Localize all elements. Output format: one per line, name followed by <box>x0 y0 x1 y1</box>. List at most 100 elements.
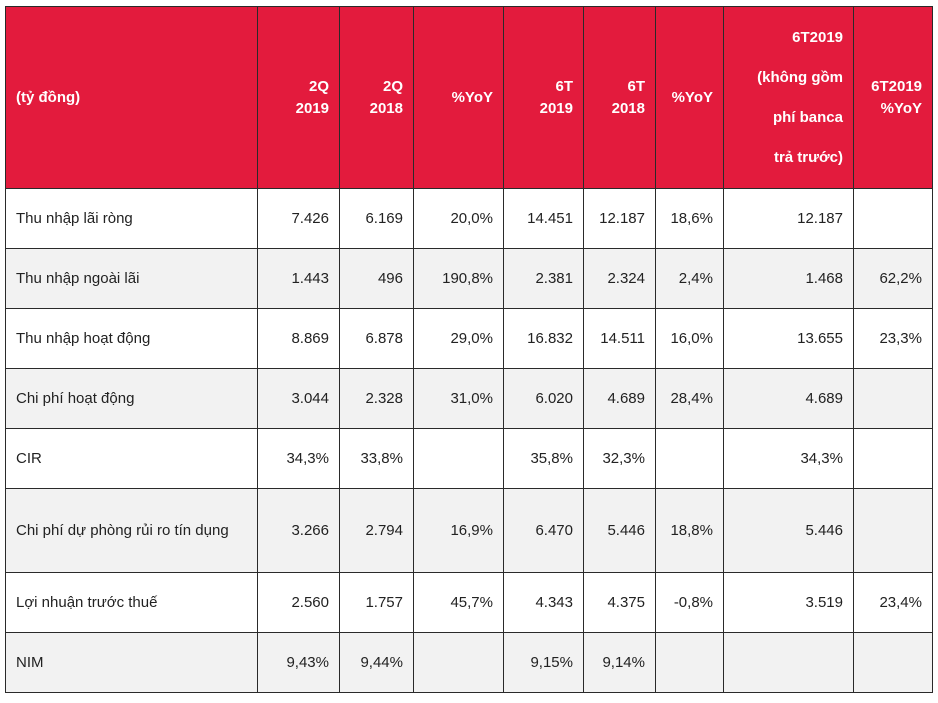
cell-yoy-quarter <box>413 428 504 489</box>
cell-2q2018: 6.878 <box>339 308 414 369</box>
cell-6t2019-yoy: 62,2% <box>853 248 933 309</box>
table-row: Thu nhập hoạt động 8.869 6.878 29,0% 16.832 1… <box>5 308 933 369</box>
cell-6t2019: 6.020 <box>503 368 584 429</box>
header-text-line: 6T <box>627 77 645 95</box>
table-row: Chi phí dự phòng rủi ro tín dụng 3.266 2.7… <box>5 488 933 573</box>
header-text-line: (không gồm <box>757 68 843 86</box>
table-row: Thu nhập lãi ròng 7.426 6.169 20,0% 14.451 12… <box>5 188 933 249</box>
cell-2q2018: 2.328 <box>339 368 414 429</box>
cell-2q2019: 34,3% <box>257 428 340 489</box>
table-row: Lợi nhuận trước thuế 2.560 1.757 45,7% 4.343… <box>5 572 933 633</box>
cell-6t2019-yoy <box>853 488 933 573</box>
header-text-line: 2018 <box>611 99 645 117</box>
cell-2q2019: 2.560 <box>257 572 340 633</box>
cell-yoy-quarter: 45,7% <box>413 572 504 633</box>
header-text-line: 6T2019 <box>792 28 843 46</box>
cell-6t2018: 4.689 <box>583 368 656 429</box>
cell-2q2019: 7.426 <box>257 188 340 249</box>
header-yoy-quarter: %YoY <box>413 6 504 189</box>
table-row: Thu nhập ngoài lãi 1.443 496 190,8% 2.381 2.3… <box>5 248 933 309</box>
cell-6t2019-excl-banca: 3.519 <box>723 572 854 633</box>
cell-6t2018: 14.511 <box>583 308 656 369</box>
row-label: Lợi nhuận trước thuế <box>5 572 258 633</box>
cell-6t2019: 4.343 <box>503 572 584 633</box>
row-label: Thu nhập ngoài lãi <box>5 248 258 309</box>
cell-yoy-6t: 18,8% <box>655 488 724 573</box>
cell-2q2018: 6.169 <box>339 188 414 249</box>
cell-yoy-quarter: 190,8% <box>413 248 504 309</box>
cell-6t2018: 4.375 <box>583 572 656 633</box>
header-6t2019-excl-banca: 6T2019 (không gồm phí banca trả trước) <box>723 6 854 189</box>
cell-2q2019: 8.869 <box>257 308 340 369</box>
header-row: (tỷ đồng) 2Q 2019 2Q 2018 %YoY 6T 2019 6… <box>5 6 933 189</box>
cell-2q2018: 9,44% <box>339 632 414 693</box>
table-row: CIR 34,3% 33,8% 35,8% 32,3% 34,3% <box>5 428 933 489</box>
cell-2q2019: 3.044 <box>257 368 340 429</box>
table-body: Thu nhập lãi ròng 7.426 6.169 20,0% 14.451 12… <box>5 188 933 693</box>
cell-6t2018: 32,3% <box>583 428 656 489</box>
header-6t2019: 6T 2019 <box>503 6 584 189</box>
cell-yoy-6t <box>655 428 724 489</box>
financial-results-table: (tỷ đồng) 2Q 2019 2Q 2018 %YoY 6T 2019 6… <box>5 6 933 693</box>
row-label: NIM <box>5 632 258 693</box>
cell-yoy-6t: 28,4% <box>655 368 724 429</box>
cell-6t2018: 12.187 <box>583 188 656 249</box>
cell-yoy-quarter: 29,0% <box>413 308 504 369</box>
cell-6t2019-excl-banca: 1.468 <box>723 248 854 309</box>
cell-yoy-quarter: 31,0% <box>413 368 504 429</box>
cell-yoy-quarter: 20,0% <box>413 188 504 249</box>
cell-6t2019-yoy <box>853 188 933 249</box>
row-label: Chi phí hoạt động <box>5 368 258 429</box>
cell-2q2019: 3.266 <box>257 488 340 573</box>
cell-6t2019-excl-banca <box>723 632 854 693</box>
cell-yoy-6t: 16,0% <box>655 308 724 369</box>
header-unit-label: (tỷ đồng) <box>5 6 258 189</box>
table-row: Chi phí hoạt động 3.044 2.328 31,0% 6.020 4.6… <box>5 368 933 429</box>
cell-6t2018: 5.446 <box>583 488 656 573</box>
row-label: CIR <box>5 428 258 489</box>
row-label: Thu nhập lãi ròng <box>5 188 258 249</box>
cell-yoy-6t <box>655 632 724 693</box>
cell-2q2019: 9,43% <box>257 632 340 693</box>
header-text-line: 2Q <box>308 77 329 95</box>
cell-2q2019: 1.443 <box>257 248 340 309</box>
cell-2q2018: 33,8% <box>339 428 414 489</box>
cell-yoy-6t: -0,8% <box>655 572 724 633</box>
cell-2q2018: 496 <box>339 248 414 309</box>
cell-6t2019-yoy <box>853 368 933 429</box>
cell-yoy-quarter: 16,9% <box>413 488 504 573</box>
header-2q2019: 2Q 2019 <box>257 6 340 189</box>
cell-6t2019-yoy <box>853 428 933 489</box>
cell-2q2018: 1.757 <box>339 572 414 633</box>
table-row: NIM 9,43% 9,44% 9,15% 9,14% <box>5 632 933 693</box>
cell-6t2019-yoy <box>853 632 933 693</box>
cell-yoy-6t: 2,4% <box>655 248 724 309</box>
cell-6t2019-excl-banca: 13.655 <box>723 308 854 369</box>
header-text-line: 2019 <box>539 99 573 117</box>
header-text-line: 6T <box>555 77 573 95</box>
row-label: Thu nhập hoạt động <box>5 308 258 369</box>
cell-2q2018: 2.794 <box>339 488 414 573</box>
header-text-line: 6T2019 <box>871 77 922 95</box>
cell-6t2019: 6.470 <box>503 488 584 573</box>
cell-6t2019: 9,15% <box>503 632 584 693</box>
cell-6t2019-yoy: 23,4% <box>853 572 933 633</box>
header-text-line: 2Q <box>382 77 403 95</box>
cell-yoy-6t: 18,6% <box>655 188 724 249</box>
header-6t2018: 6T 2018 <box>583 6 656 189</box>
header-text-line: phí banca <box>772 108 843 126</box>
cell-6t2019-yoy: 23,3% <box>853 308 933 369</box>
header-6t2019-yoy: 6T2019 %YoY <box>853 6 933 189</box>
header-text-line: 2018 <box>369 99 403 117</box>
cell-6t2019-excl-banca: 5.446 <box>723 488 854 573</box>
cell-6t2019: 35,8% <box>503 428 584 489</box>
cell-6t2019-excl-banca: 12.187 <box>723 188 854 249</box>
header-text-line: 2019 <box>295 99 329 117</box>
cell-6t2019-excl-banca: 4.689 <box>723 368 854 429</box>
cell-6t2019: 16.832 <box>503 308 584 369</box>
cell-6t2019-excl-banca: 34,3% <box>723 428 854 489</box>
header-2q2018: 2Q 2018 <box>339 6 414 189</box>
header-yoy-6t: %YoY <box>655 6 724 189</box>
cell-6t2019: 2.381 <box>503 248 584 309</box>
cell-6t2019: 14.451 <box>503 188 584 249</box>
